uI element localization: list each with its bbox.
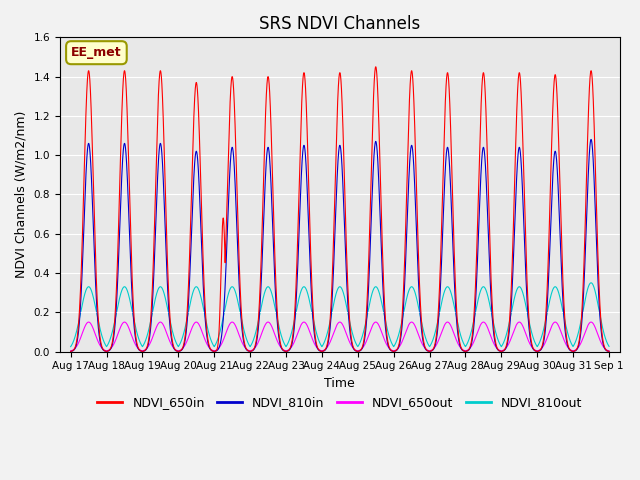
NDVI_650in xyxy=(414,242,422,248)
NDVI_810out xyxy=(491,324,499,330)
NDVI_810in xyxy=(268,212,276,218)
NDVI_650out xyxy=(605,348,613,354)
NDVI_810in xyxy=(67,348,74,354)
Text: EE_met: EE_met xyxy=(71,46,122,59)
NDVI_650in xyxy=(491,333,499,339)
NDVI_810out xyxy=(414,302,422,308)
NDVI_650out xyxy=(84,319,92,325)
Legend: NDVI_650in, NDVI_810in, NDVI_650out, NDVI_810out: NDVI_650in, NDVI_810in, NDVI_650out, NDV… xyxy=(92,391,588,414)
NDVI_650in xyxy=(372,64,380,70)
NDVI_810out xyxy=(182,322,189,327)
NDVI_650out xyxy=(182,341,189,347)
NDVI_810in xyxy=(605,348,613,354)
Line: NDVI_810in: NDVI_810in xyxy=(70,140,609,351)
NDVI_810in xyxy=(588,137,595,143)
NDVI_810in xyxy=(491,336,499,342)
NDVI_810out xyxy=(604,340,611,346)
NDVI_650out xyxy=(414,331,422,336)
NDVI_810out xyxy=(268,292,276,298)
Line: NDVI_650out: NDVI_650out xyxy=(70,322,609,351)
NDVI_650in xyxy=(175,348,182,354)
NDVI_810in xyxy=(175,348,182,354)
NDVI_650out xyxy=(604,348,611,353)
NDVI_810in xyxy=(604,348,611,354)
Y-axis label: NDVI Channels (W/m2/nm): NDVI Channels (W/m2/nm) xyxy=(15,111,28,278)
NDVI_810out xyxy=(588,280,595,286)
NDVI_810in xyxy=(177,348,184,354)
NDVI_650in xyxy=(604,348,611,354)
NDVI_810out xyxy=(67,344,74,349)
NDVI_650in xyxy=(605,348,613,354)
Title: SRS NDVI Channels: SRS NDVI Channels xyxy=(259,15,420,33)
NDVI_650out xyxy=(491,342,499,348)
NDVI_650in xyxy=(67,348,74,354)
NDVI_650in xyxy=(182,326,189,332)
NDVI_810in xyxy=(182,332,189,337)
NDVI_650out xyxy=(67,348,74,354)
Line: NDVI_810out: NDVI_810out xyxy=(70,283,609,347)
NDVI_650out xyxy=(177,348,184,353)
Line: NDVI_650in: NDVI_650in xyxy=(70,67,609,351)
NDVI_650in xyxy=(268,165,276,171)
X-axis label: Time: Time xyxy=(324,377,355,390)
NDVI_810out xyxy=(605,344,613,349)
NDVI_650in xyxy=(177,348,184,354)
NDVI_810in xyxy=(414,269,422,275)
NDVI_650out xyxy=(268,325,276,331)
NDVI_810out xyxy=(176,341,184,347)
